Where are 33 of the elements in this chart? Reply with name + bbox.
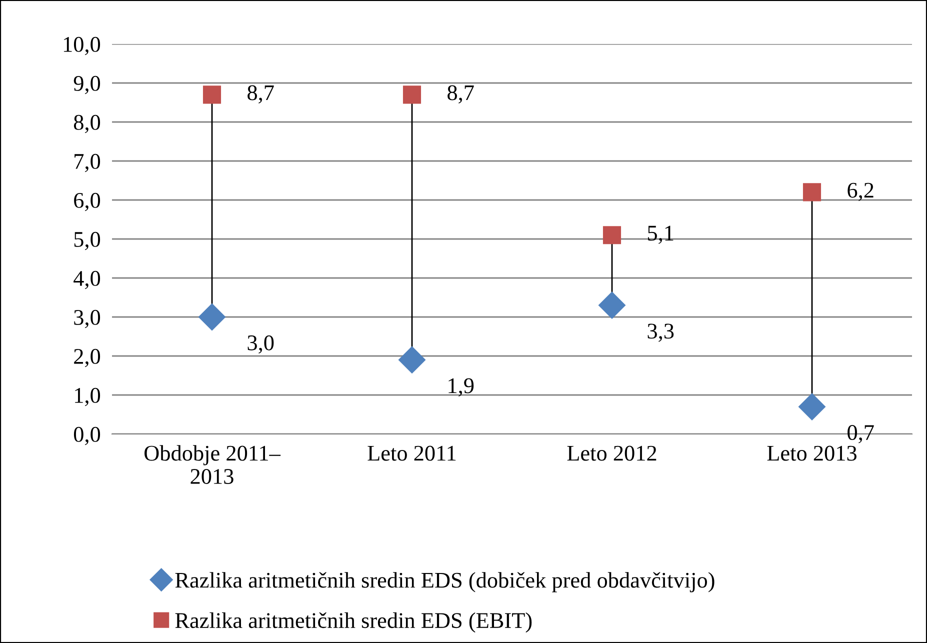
- point: [798, 393, 826, 420]
- point: [202, 86, 222, 104]
- data-label: 3,0: [248, 335, 274, 354]
- point: [198, 304, 226, 330]
- y-tick-label: 2,0: [74, 348, 100, 368]
- legend-label: Razlika aritmetičnih sredin EDS (dobiček pred obdavčitvijo): [175, 572, 714, 592]
- x-tick-label: Obdobje 2011– 2013: [144, 445, 281, 484]
- data-label: 8,7: [248, 85, 274, 104]
- x-tick-label: Leto 2011: [368, 446, 456, 461]
- point: [598, 292, 626, 319]
- y-tick-label: 0,0: [74, 426, 100, 446]
- y-tick-label: 4,0: [74, 270, 100, 290]
- x-tick-label: Leto 2013: [767, 446, 856, 461]
- point: [402, 86, 422, 104]
- data-label: 5,1: [648, 226, 674, 244]
- x-tick-label: Leto 2012: [567, 446, 656, 461]
- point: [602, 226, 622, 244]
- point: [802, 183, 822, 202]
- y-tick-label: 9,0: [74, 76, 100, 94]
- y-tick-label: 5,0: [74, 232, 100, 250]
- y-tick-label: 1,0: [75, 388, 100, 406]
- y-tick-label: 6,0: [74, 192, 100, 212]
- y-tick-label: 10,0: [64, 36, 100, 56]
- legend-label: Razlika aritmetičnih sredin EDS (EBIT): [175, 612, 532, 633]
- y-tick-label: 8,0: [74, 114, 100, 134]
- y-tick-label: 7,0: [74, 154, 100, 172]
- data-label: 1,9: [448, 378, 474, 396]
- data-label: 6,2: [848, 182, 874, 201]
- y-tick-label: 3,0: [74, 310, 100, 328]
- point: [398, 346, 426, 374]
- data-label: 8,7: [448, 85, 474, 104]
- data-label: 0,7: [848, 425, 874, 444]
- data-label: 3,3: [648, 324, 674, 342]
